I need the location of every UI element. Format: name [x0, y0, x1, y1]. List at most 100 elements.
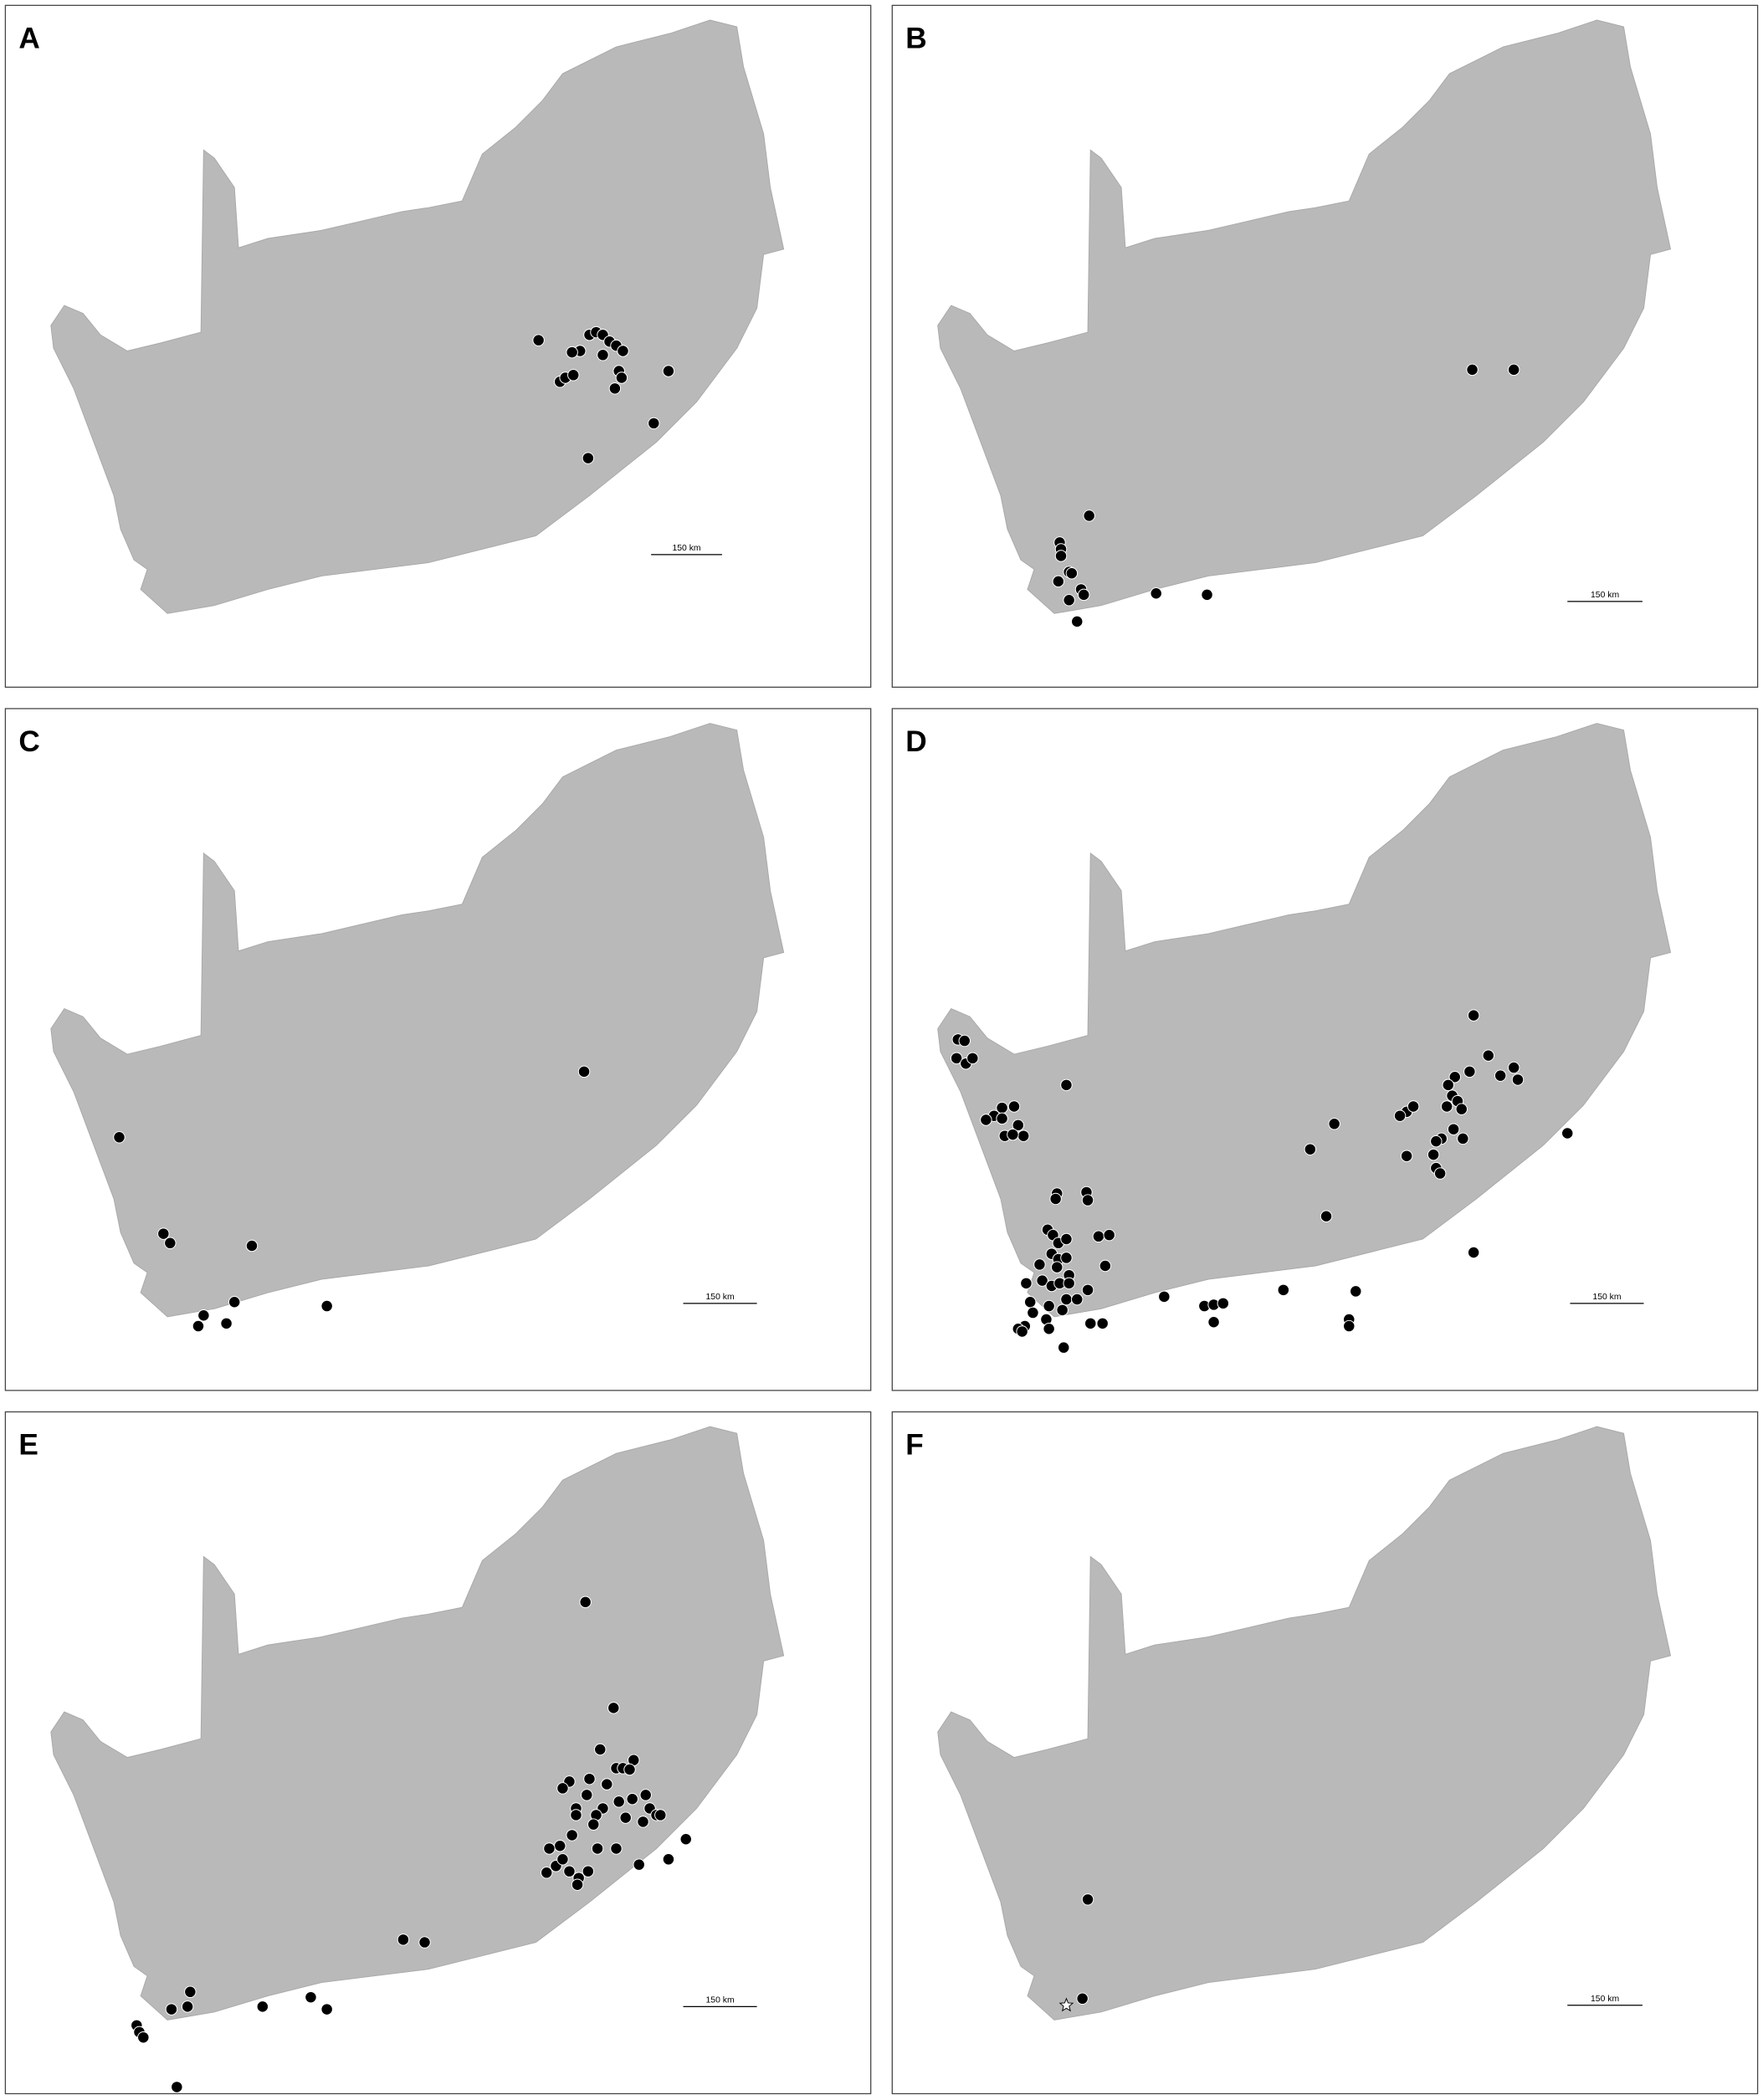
locality-dot	[1071, 1293, 1084, 1306]
locality-dot	[1447, 1123, 1460, 1135]
locality-dot	[566, 346, 578, 359]
locality-dot	[1343, 1319, 1356, 1333]
locality-dot	[556, 1853, 569, 1866]
locality-dot	[1407, 1100, 1420, 1113]
locality-dot	[1027, 1306, 1039, 1319]
locality-dot	[1060, 1078, 1073, 1092]
locality-dot	[615, 371, 628, 384]
locality-dot	[1060, 1293, 1073, 1306]
map-panel: 150 km B	[891, 4, 1759, 688]
locality-dot	[1033, 1258, 1046, 1271]
locality-dot	[1081, 1893, 1094, 1906]
locality-dot	[662, 365, 675, 377]
locality-dot	[1084, 1317, 1097, 1330]
locality-dot	[1012, 1119, 1025, 1132]
locality-dot	[570, 1809, 582, 1821]
locality-dot	[164, 1237, 177, 1249]
locality-dot	[1020, 1277, 1033, 1290]
locality-dot	[648, 417, 660, 430]
locality-dot	[305, 1990, 317, 2004]
locality-dot	[1467, 1246, 1480, 1259]
panel-label: B	[905, 23, 926, 55]
locality-dot	[256, 2000, 269, 2013]
panel-label: D	[905, 725, 926, 758]
locality-dot	[1081, 1283, 1094, 1297]
locality-dot	[1320, 1210, 1333, 1222]
locality-dot	[184, 1985, 197, 1998]
locality-dot	[626, 1793, 638, 1805]
locality-dot	[320, 2003, 333, 2015]
locality-dot	[556, 1782, 569, 1795]
locality-dot	[617, 345, 629, 357]
locality-dot	[1076, 1992, 1089, 2005]
locality-dot	[137, 2031, 150, 2044]
locality-dot	[181, 2000, 194, 2013]
locality-dot	[1043, 1299, 1055, 1313]
locality-dot	[1007, 1100, 1021, 1113]
locality-dot	[1467, 1009, 1480, 1022]
locality-dot	[1430, 1135, 1443, 1148]
locality-dot	[637, 1816, 649, 1828]
locality-dot	[1007, 1128, 1019, 1141]
scale-bar-label: 150 km	[706, 1996, 735, 2005]
locality-dot	[1442, 1078, 1454, 1092]
locality-dot	[1393, 1109, 1407, 1122]
locality-dot	[1052, 575, 1065, 588]
locality-dot	[1083, 510, 1095, 522]
locality-dot	[1078, 588, 1090, 602]
locality-dot	[1448, 1071, 1461, 1083]
locality-dot	[563, 1865, 576, 1877]
locality-dot	[582, 1865, 595, 1877]
locality-dot	[228, 1296, 241, 1309]
locality-dot	[1081, 1194, 1094, 1206]
locality-dot	[958, 1034, 971, 1047]
locality-dot	[996, 1112, 1008, 1125]
map-panel: 150 km A	[4, 4, 872, 688]
map-panel: 150 km F	[891, 1411, 1759, 2095]
locality-dot	[1511, 1073, 1525, 1086]
locality-dot	[1016, 1325, 1028, 1338]
locality-dot	[1328, 1118, 1340, 1130]
locality-dot	[1457, 1132, 1469, 1145]
locality-dot	[165, 2003, 178, 2015]
locality-dot	[197, 1309, 210, 1322]
locality-dot	[1494, 1069, 1507, 1082]
locality-dot	[577, 1065, 591, 1078]
locality-dot	[171, 2081, 183, 2093]
locality-dot	[113, 1131, 126, 1144]
locality-dot	[567, 369, 580, 382]
locality-dot	[1051, 1261, 1063, 1273]
locality-dot	[1507, 363, 1520, 376]
locality-dot	[1065, 567, 1079, 580]
locality-dot	[608, 382, 622, 395]
locality-dot	[587, 1818, 600, 1831]
scale-bar-label: 150 km	[673, 544, 701, 553]
locality-dot	[582, 452, 595, 464]
locality-dot	[532, 334, 545, 346]
locality-dot	[1350, 1285, 1362, 1298]
map-panel: 150 km C	[4, 708, 872, 1391]
locality-dot	[581, 1789, 593, 1801]
locality-dot	[594, 1743, 607, 1756]
locality-dot	[639, 1789, 652, 1801]
locality-dot	[1207, 1316, 1220, 1329]
locality-dot	[1507, 1061, 1520, 1074]
locality-dot	[612, 1795, 625, 1808]
locality-dot	[541, 1867, 553, 1879]
locality-dot	[571, 1878, 584, 1891]
locality-dot	[397, 1934, 410, 1946]
locality-dot	[1096, 1317, 1109, 1330]
locality-dot	[157, 1227, 170, 1240]
map-panel: 150 km D	[891, 708, 1759, 1391]
scale-bar-label: 150 km	[706, 1293, 735, 1302]
locality-dot	[1071, 615, 1084, 628]
panel-label: C	[18, 725, 39, 758]
locality-dot	[1433, 1167, 1447, 1180]
locality-dot	[1058, 1341, 1070, 1354]
locality-dot	[591, 1842, 604, 1855]
map-panel: 150 km E	[4, 1411, 872, 2095]
locality-dot	[1060, 1232, 1073, 1246]
scale-bar-label: 150 km	[1592, 1293, 1621, 1302]
locality-dot	[633, 1858, 645, 1871]
locality-dot	[1304, 1143, 1317, 1155]
